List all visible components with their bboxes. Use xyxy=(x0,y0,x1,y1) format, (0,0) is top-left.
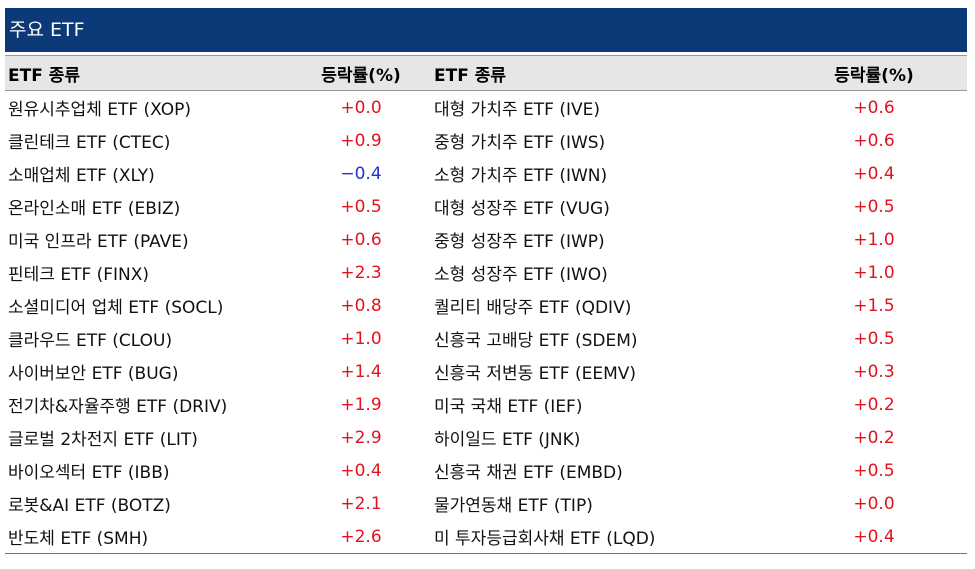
column-header: 등락률(%) xyxy=(781,55,967,91)
change-cell: +1.9 xyxy=(340,394,382,415)
etf-name-cell: 소매업체 ETF (XLY) xyxy=(8,166,155,186)
table-row: 미국 인프라 ETF (PAVE) +0.6 중형 성장주 ETF (IWP) +1.… xyxy=(5,223,967,256)
etf-name-cell: 중형 가치주 ETF (IWS) xyxy=(434,133,606,153)
change-cell: +1.5 xyxy=(853,295,895,316)
change-cell: +0.6 xyxy=(853,97,895,118)
etf-name-cell: 대형 성장주 ETF (VUG) xyxy=(434,199,610,219)
etf-name-cell: 클린테크 ETF (CTEC) xyxy=(8,133,171,153)
change-cell: +1.0 xyxy=(340,328,382,349)
table-row: 소매업체 ETF (XLY) −0.4 소형 가치주 ETF (IWN) +0.4 xyxy=(5,157,967,190)
change-cell: +0.0 xyxy=(853,493,895,514)
change-cell: +0.9 xyxy=(340,130,382,151)
change-cell: +0.6 xyxy=(853,130,895,151)
table-row: 클라우드 ETF (CLOU) +1.0 신흥국 고배당 ETF (SDEM) +0.… xyxy=(5,322,967,355)
etf-name-cell: 중형 성장주 ETF (IWP) xyxy=(434,232,605,252)
etf-name-cell: 신흥국 고배당 ETF (SDEM) xyxy=(434,331,638,351)
etf-name-cell: 미 투자등급회사채 ETF (LQD) xyxy=(431,520,781,554)
etf-name-cell: 글로벌 2차전지 ETF (LIT) xyxy=(8,430,198,450)
table-row: 클린테크 ETF (CTEC) +0.9 중형 가치주 ETF (IWS) +0.6 xyxy=(5,124,967,157)
title-bar: 주요 ETF xyxy=(5,8,967,52)
change-cell: +0.6 xyxy=(340,229,382,250)
column-header: ETF 종류 xyxy=(5,55,291,91)
change-cell: +0.3 xyxy=(853,361,895,382)
change-cell: +0.5 xyxy=(340,196,382,217)
etf-table: ETF 종류 등락률(%) ETF 종류 등락률(%) 원유시추업체 ETF (XOP… xyxy=(5,55,967,554)
table-row: 온라인소매 ETF (EBIZ) +0.5 대형 성장주 ETF (VUG) +0.5 xyxy=(5,190,967,223)
etf-name-cell: 대형 가치주 ETF (IVE) xyxy=(434,100,600,120)
change-cell: +1.4 xyxy=(340,361,382,382)
change-cell: +2.9 xyxy=(340,427,382,448)
table-row: 반도체 ETF (SMH) +2.6 미 투자등급회사채 ETF (LQD) +0.4 xyxy=(5,520,967,554)
change-cell: +2.6 xyxy=(291,520,431,554)
table-row: 원유시추업체 ETF (XOP) +0.0 대형 가치주 ETF (IVE) +0.6 xyxy=(5,91,967,125)
table-body: 원유시추업체 ETF (XOP) +0.0 대형 가치주 ETF (IVE) +0.6… xyxy=(5,91,967,554)
change-cell: +0.5 xyxy=(853,196,895,217)
etf-name-cell: 핀테크 ETF (FINX) xyxy=(8,265,150,285)
etf-name-cell: 사이버보안 ETF (BUG) xyxy=(8,364,179,384)
change-cell: +0.8 xyxy=(340,295,382,316)
etf-name-cell: 신흥국 채권 ETF (EMBD) xyxy=(434,463,623,483)
etf-name-cell: 퀄리티 배당주 ETF (QDIV) xyxy=(434,298,632,318)
table-row: 로봇&AI ETF (BOTZ) +2.1 물가연동채 ETF (TIP) +0.0 xyxy=(5,487,967,520)
etf-name-cell: 물가연동채 ETF (TIP) xyxy=(434,496,593,516)
etf-name-cell: 하이일드 ETF (JNK) xyxy=(434,430,581,450)
change-cell: +0.4 xyxy=(340,460,382,481)
etf-name-cell: 소형 가치주 ETF (IWN) xyxy=(434,166,608,186)
etf-name-cell: 신흥국 저변동 ETF (EEMV) xyxy=(434,364,636,384)
table-row: 글로벌 2차전지 ETF (LIT) +2.9 하이일드 ETF (JNK) +0.2 xyxy=(5,421,967,454)
change-cell: +0.2 xyxy=(853,427,895,448)
change-cell: +1.0 xyxy=(853,229,895,250)
etf-name-cell: 로봇&AI ETF (BOTZ) xyxy=(8,496,171,516)
change-cell: +0.5 xyxy=(853,328,895,349)
change-cell: +0.4 xyxy=(853,163,895,184)
table-row: 소셜미디어 업체 ETF (SOCL) +0.8 퀄리티 배당주 ETF (QDIV… xyxy=(5,289,967,322)
etf-name-cell: 전기차&자율주행 ETF (DRIV) xyxy=(8,397,228,417)
column-header: 등락률(%) xyxy=(291,55,431,91)
table-row: 사이버보안 ETF (BUG) +1.4 신흥국 저변동 ETF (EEMV) +0.… xyxy=(5,355,967,388)
change-cell: +2.1 xyxy=(340,493,382,514)
change-cell: +0.4 xyxy=(781,520,967,554)
header-row: ETF 종류 등락률(%) ETF 종류 등락률(%) xyxy=(5,55,967,91)
etf-name-cell: 미국 인프라 ETF (PAVE) xyxy=(8,232,189,252)
table-row: 바이오섹터 ETF (IBB) +0.4 신흥국 채권 ETF (EMBD) +0.5 xyxy=(5,454,967,487)
etf-name-cell: 온라인소매 ETF (EBIZ) xyxy=(8,199,181,219)
etf-name-cell: 미국 국채 ETF (IEF) xyxy=(434,397,583,417)
etf-name-cell: 소형 성장주 ETF (IWO) xyxy=(434,265,608,285)
change-cell: +2.3 xyxy=(340,262,382,283)
etf-name-cell: 소셜미디어 업체 ETF (SOCL) xyxy=(8,298,224,318)
table-row: 핀테크 ETF (FINX) +2.3 소형 성장주 ETF (IWO) +1.0 xyxy=(5,256,967,289)
change-cell: +0.2 xyxy=(853,394,895,415)
etf-name-cell: 반도체 ETF (SMH) xyxy=(5,520,291,554)
change-cell: +0.5 xyxy=(853,460,895,481)
change-cell: −0.4 xyxy=(340,163,382,184)
column-header: ETF 종류 xyxy=(431,55,781,91)
change-cell: +0.0 xyxy=(340,97,382,118)
table-row: 전기차&자율주행 ETF (DRIV) +1.9 미국 국채 ETF (IEF) +0… xyxy=(5,388,967,421)
change-cell: +1.0 xyxy=(853,262,895,283)
etf-name-cell: 클라우드 ETF (CLOU) xyxy=(8,331,173,351)
etf-name-cell: 바이오섹터 ETF (IBB) xyxy=(8,463,170,483)
etf-name-cell: 원유시추업체 ETF (XOP) xyxy=(8,100,192,120)
